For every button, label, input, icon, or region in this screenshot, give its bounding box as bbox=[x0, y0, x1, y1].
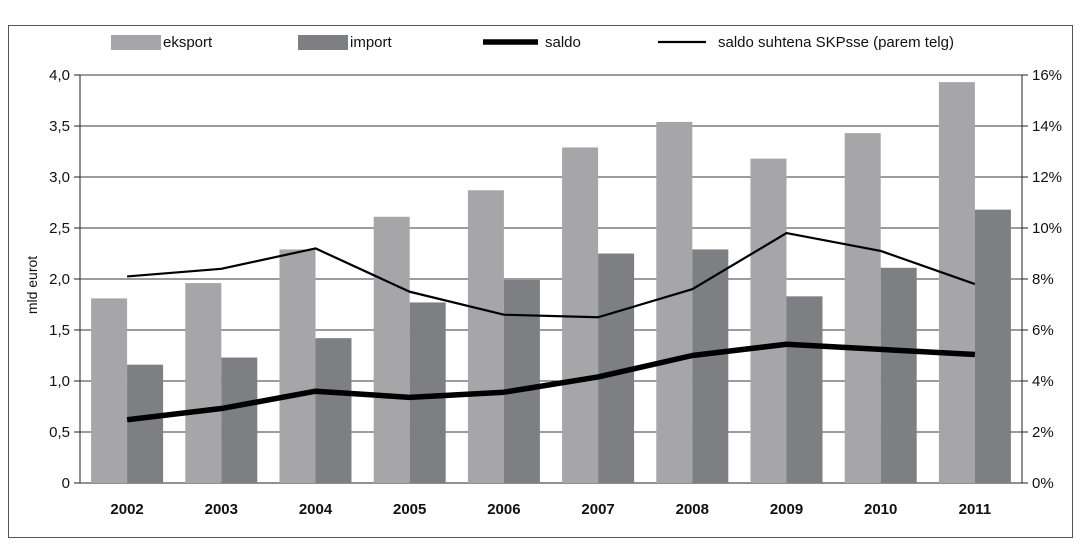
y2-tick-label: 6% bbox=[1032, 322, 1054, 339]
bar-eksport-2003 bbox=[185, 283, 222, 483]
legend-swatch-eksport bbox=[111, 35, 161, 50]
y2-tick-label: 14% bbox=[1032, 118, 1062, 135]
y-axis-title: mld eurot bbox=[24, 256, 40, 314]
x-tick-label: 2002 bbox=[110, 501, 143, 518]
x-tick-label: 2008 bbox=[676, 501, 709, 518]
y-tick-label: 1,5 bbox=[49, 322, 70, 339]
bar-import-2011 bbox=[974, 209, 1011, 483]
bar-import-2005 bbox=[409, 302, 446, 483]
x-tick-label: 2005 bbox=[393, 501, 426, 518]
x-tick-label: 2009 bbox=[770, 501, 803, 518]
bar-import-2004 bbox=[315, 338, 352, 483]
bar-eksport-2007 bbox=[562, 147, 599, 484]
bar-eksport-2006 bbox=[467, 190, 504, 483]
x-tick-label: 2010 bbox=[864, 501, 897, 518]
legend-label: eksport bbox=[163, 34, 213, 51]
y2-tick-label: 16% bbox=[1032, 67, 1062, 84]
x-tick-label: 2006 bbox=[487, 501, 520, 518]
axis-layer: 0 0% 0,5 2% 1,0 4% 1,5 6% 2,0 8% 2,5 10% 3,0 12% 3,5 14… bbox=[49, 67, 1062, 518]
y-tick-label: 0,5 bbox=[49, 424, 70, 441]
legend-swatch-import bbox=[298, 35, 348, 50]
bar-eksport-2008 bbox=[656, 121, 693, 484]
line-saldo-gdp-ratio bbox=[127, 232, 976, 319]
y-tick-label: 4,0 bbox=[49, 67, 70, 84]
bar-import-2003 bbox=[221, 357, 258, 483]
y-tick-label: 2,0 bbox=[49, 271, 70, 288]
line-saldo bbox=[126, 341, 976, 423]
y2-tick-label: 2% bbox=[1032, 424, 1054, 441]
bar-eksport-2002 bbox=[91, 298, 128, 483]
y2-tick-label: 10% bbox=[1032, 220, 1062, 237]
y-tick-label: 3,0 bbox=[49, 169, 70, 186]
x-tick-label: 2011 bbox=[959, 501, 992, 518]
y-tick-label: 1,0 bbox=[49, 373, 70, 390]
bar-eksport-2004 bbox=[279, 249, 316, 483]
y2-tick-label: 12% bbox=[1032, 169, 1062, 186]
y2-tick-label: 0% bbox=[1032, 475, 1054, 492]
legend-layer: eksport import saldo saldo suhtena SKPsse (… bbox=[111, 34, 954, 51]
bar-eksport-2009 bbox=[750, 158, 787, 483]
x-tick-label: 2007 bbox=[581, 501, 614, 518]
bar-import-2009 bbox=[786, 296, 823, 483]
legend-label: saldo suhtena SKPsse (parem telg) bbox=[718, 34, 954, 51]
bar-import-2006 bbox=[503, 280, 540, 483]
bar-import-2002 bbox=[127, 364, 164, 483]
legend-label: import bbox=[350, 34, 393, 51]
y-tick-label: 0 bbox=[62, 475, 70, 492]
y-tick-label: 2,5 bbox=[49, 220, 70, 237]
bar-eksport-2005 bbox=[373, 216, 410, 483]
y2-tick-label: 8% bbox=[1032, 271, 1054, 288]
bar-eksport-2010 bbox=[844, 133, 881, 483]
bar-layer bbox=[91, 82, 1011, 484]
y2-tick-label: 4% bbox=[1032, 373, 1054, 390]
y-tick-label: 3,5 bbox=[49, 118, 70, 135]
x-tick-label: 2003 bbox=[205, 501, 238, 518]
x-tick-label: 2004 bbox=[299, 501, 333, 518]
bar-import-2010 bbox=[880, 267, 917, 483]
bar-import-2008 bbox=[692, 249, 729, 483]
legend-label: saldo bbox=[545, 34, 581, 51]
line-layer bbox=[126, 232, 976, 423]
